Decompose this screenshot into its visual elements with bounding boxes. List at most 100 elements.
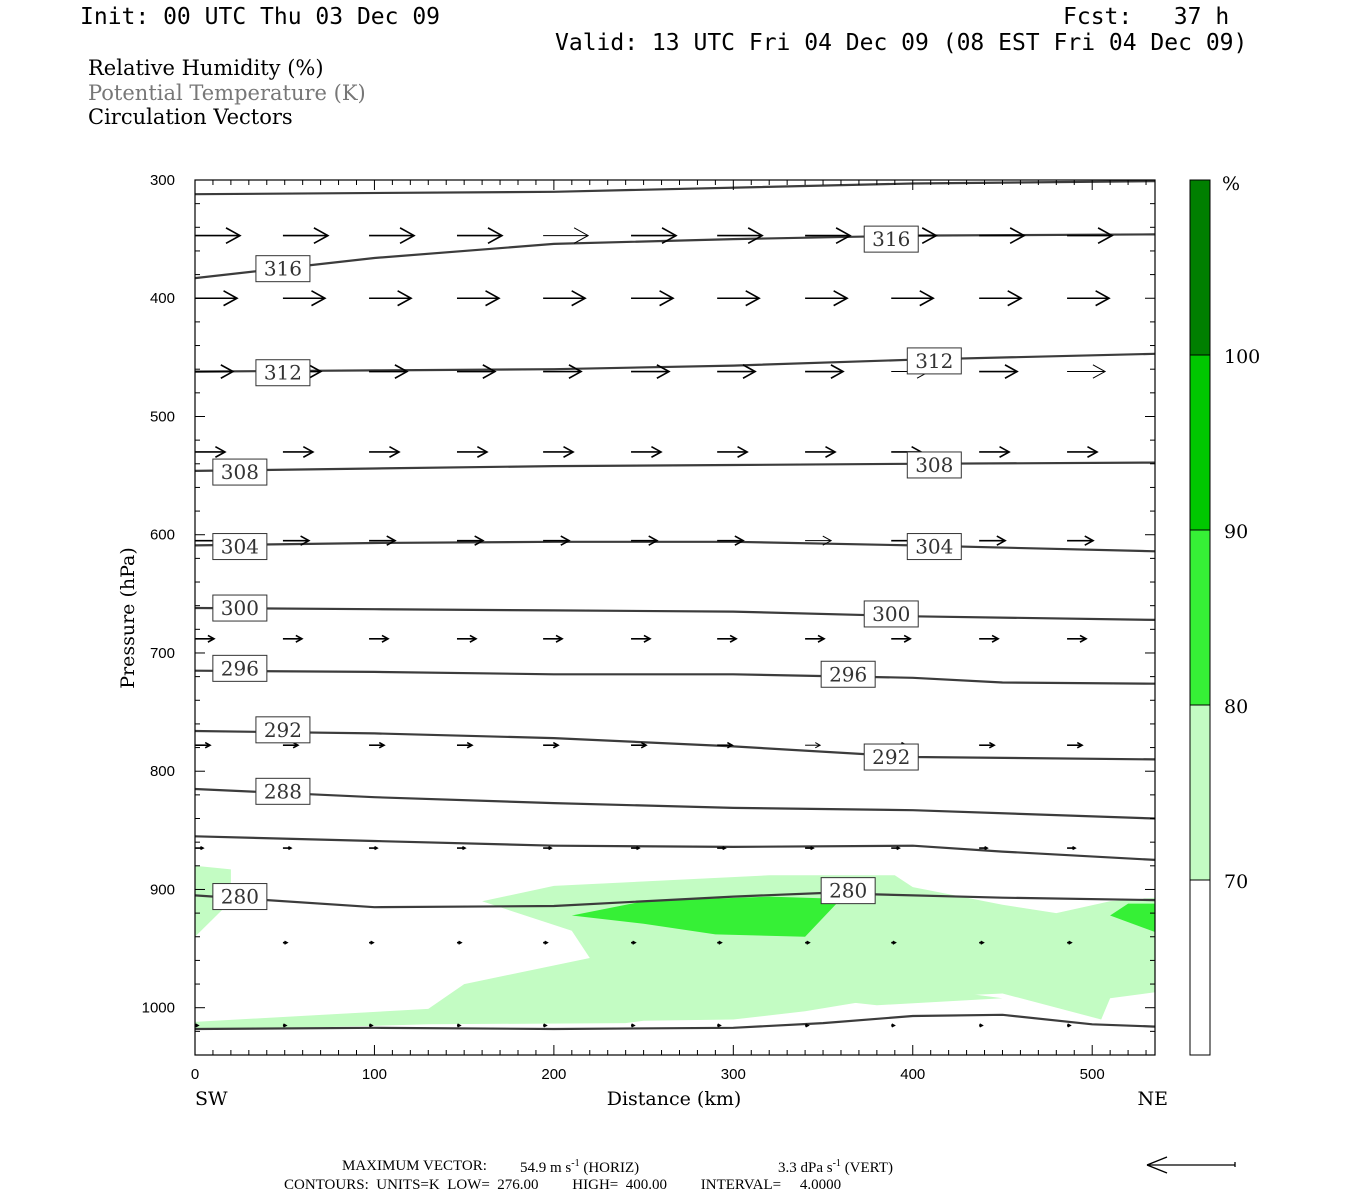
vector-head	[399, 227, 416, 244]
vector-arrow	[805, 634, 826, 643]
vector-head	[747, 227, 764, 244]
vector-arrow	[805, 445, 837, 458]
vector-arrow	[717, 290, 761, 307]
vector-arrow	[195, 364, 235, 379]
vector-arrow	[979, 741, 996, 749]
contour-label-304: 304	[906, 533, 962, 561]
isentrope-292	[195, 729, 1155, 761]
vector-arrow	[543, 634, 564, 643]
vector-arrow	[195, 445, 227, 458]
vector-head	[204, 741, 212, 749]
isentrope-284	[195, 835, 1155, 861]
contour-label-text: 280	[221, 885, 259, 909]
contour-label-316: 316	[255, 255, 311, 283]
vector-head	[287, 845, 293, 851]
max-vector-horiz: 54.9 m s-1 (HORIZ)	[520, 1158, 640, 1176]
vector-head	[220, 364, 235, 379]
contour-label-280: 280	[212, 883, 268, 911]
vector-arrow	[282, 634, 304, 643]
x-tick-label: 0	[191, 1066, 199, 1083]
vector-head	[984, 845, 989, 851]
vector-head	[661, 227, 678, 244]
contour-label-text: 316	[264, 257, 302, 281]
vector-head	[1084, 535, 1095, 546]
vector-head	[458, 940, 463, 945]
vector-arrow	[543, 364, 583, 379]
contour-label-316: 316	[863, 225, 919, 253]
vector-arrow	[456, 290, 501, 307]
colorbar-segment	[1190, 705, 1210, 880]
vector-head	[806, 940, 811, 945]
vector-arrow	[282, 1023, 288, 1028]
contour-label-box	[820, 877, 876, 905]
contour-label-280: 280	[820, 877, 876, 905]
vector-arrow	[282, 741, 300, 749]
y-tick-label: 700	[150, 645, 175, 662]
vector-head	[745, 290, 761, 307]
vector-head	[892, 940, 897, 945]
contour-label-box	[820, 660, 876, 688]
contour-label-box	[255, 777, 311, 805]
vector-head	[302, 445, 315, 458]
contour-label-text: 304	[221, 535, 259, 559]
vector-arrow	[717, 535, 745, 546]
vector-arrow	[456, 1023, 462, 1028]
contour-label-text: 296	[221, 656, 259, 680]
vector-head	[573, 227, 590, 244]
contour-label-text: 292	[264, 718, 302, 742]
contour-label-text: 296	[829, 662, 867, 686]
max-vector-legend-arrow	[1146, 1156, 1236, 1174]
vector-arrow	[805, 940, 811, 945]
vector-head	[1087, 445, 1099, 458]
vector-head	[991, 634, 1000, 643]
vector-head	[200, 845, 205, 851]
vector-head	[1067, 1023, 1072, 1028]
vector-head	[195, 1023, 200, 1028]
vector-head	[462, 845, 467, 851]
colorbar-frame	[1189, 179, 1211, 1056]
contour-labels: 316 316 312 312 308 308 304 304 300 300 296 296 292 2…	[212, 225, 962, 911]
vector-arrow	[1067, 741, 1084, 749]
vector-head	[1068, 940, 1073, 945]
vector-head	[308, 364, 323, 379]
max-vector-label: MAXIMUM VECTOR:	[342, 1158, 487, 1174]
vector-arrow	[195, 845, 205, 851]
vector-arrow	[805, 845, 815, 851]
vector-head	[835, 227, 852, 244]
vector-head	[659, 290, 675, 307]
vector-arrow	[543, 227, 590, 244]
vector-arrow	[717, 741, 734, 749]
vector-head	[207, 634, 216, 643]
vector-arrow	[456, 227, 504, 244]
end-label-sw: SW	[195, 1088, 228, 1110]
vector-arrow	[456, 364, 497, 379]
contour-label-box	[863, 743, 919, 771]
contour-info: CONTOURS: UNITS=K LOW= 276.00 HIGH= 400.…	[284, 1177, 842, 1193]
vector-head	[722, 845, 727, 851]
vector-head	[482, 364, 497, 379]
exp-vert: -1	[832, 1158, 841, 1169]
vector-arrow	[805, 1023, 810, 1028]
max-vector-vert: 3.3 dPa s-1 (VERT)	[778, 1158, 893, 1176]
vector-head	[833, 290, 849, 307]
contour-label-box	[255, 255, 311, 283]
vector-arrow	[282, 445, 315, 458]
colorbar-segment	[1190, 530, 1210, 705]
vector-arrow	[369, 227, 416, 244]
rh-region-80-4	[1110, 903, 1155, 932]
vector-arrow	[891, 845, 901, 851]
vector-head	[568, 364, 583, 379]
vector-arrow	[1067, 535, 1095, 546]
vector-arrow	[456, 535, 485, 546]
vector-head	[292, 741, 300, 749]
vector-arrow	[456, 741, 474, 749]
contour-label-box	[906, 533, 962, 561]
vector-arrow	[282, 845, 293, 851]
vector-head	[563, 445, 575, 458]
vector-arrow	[282, 535, 311, 546]
vector-arrow	[1067, 445, 1099, 458]
vector-arrow	[1067, 634, 1088, 643]
vector-arrow	[805, 742, 822, 749]
contour-label-box	[255, 359, 311, 387]
contour-label-288: 288	[255, 777, 311, 805]
